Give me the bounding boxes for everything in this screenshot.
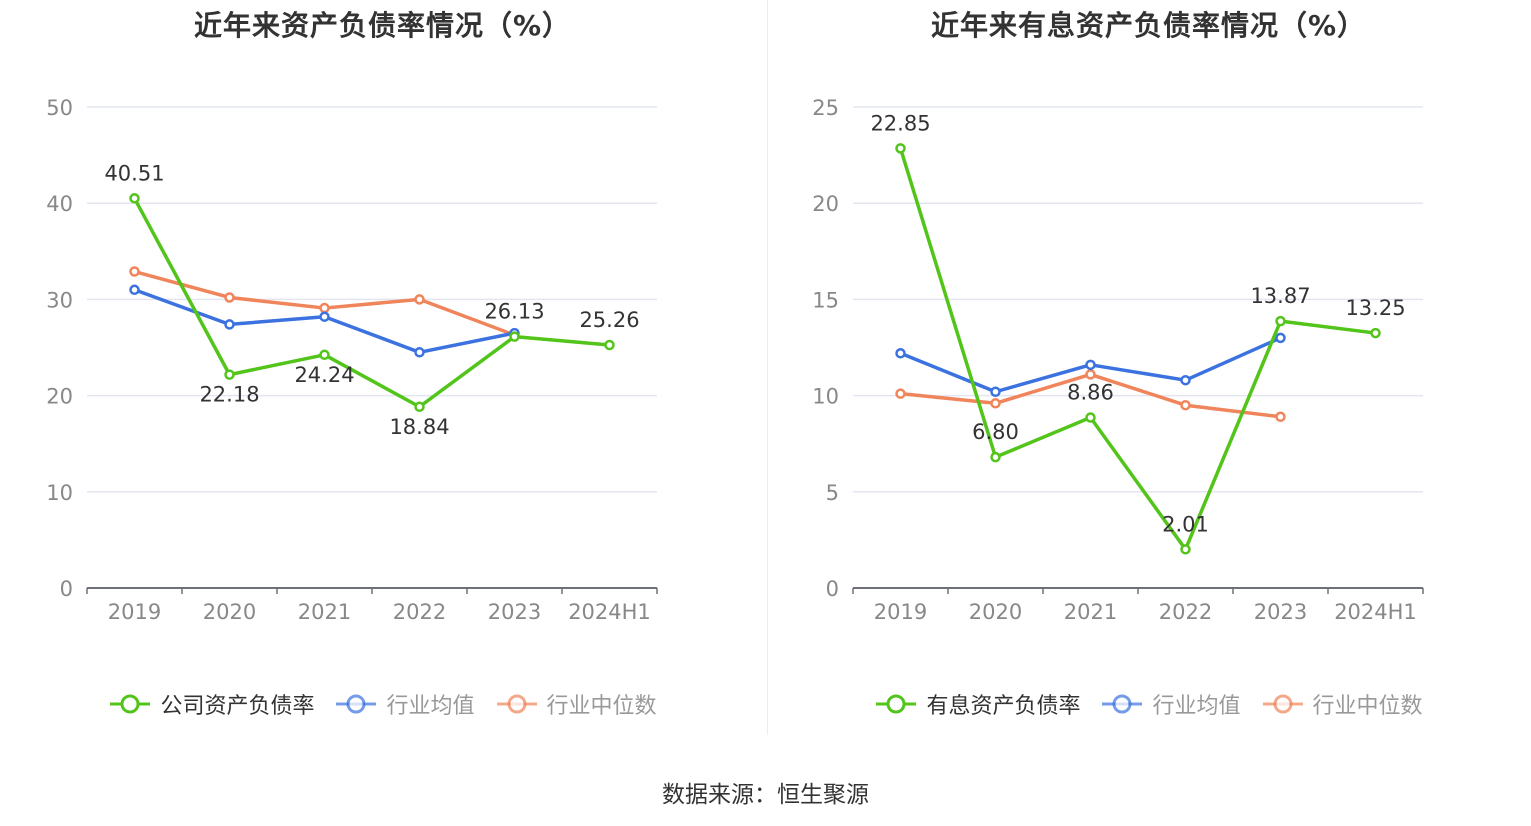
line-chart-interest-bearing: 0 5 10 15 20 25 2019 2020 2021 2022 2023 2024H1 22.8… xyxy=(812,96,1424,624)
data-label: 24.24 xyxy=(294,363,354,387)
y-tick-label: 0 xyxy=(826,577,839,601)
x-tick-label: 2021 xyxy=(1064,600,1117,624)
data-source-note: 数据来源：恒生聚源 xyxy=(662,782,869,808)
series-line xyxy=(132,197,610,409)
y-tick-label: 20 xyxy=(812,192,839,216)
data-point xyxy=(895,143,906,154)
y-tick-label: 0 xyxy=(60,577,73,601)
chart-panel-interest-bearing: 近年来有息资产负债率情况（%） 0 5 10 15 20 25 2019 2020 2021 20… xyxy=(766,0,1531,740)
data-label: 26.13 xyxy=(484,300,544,324)
data-point xyxy=(129,266,140,277)
data-point xyxy=(224,319,235,330)
legend-item[interactable]: 行业均值 xyxy=(1100,688,1241,720)
data-point xyxy=(1085,412,1096,423)
y-tick-label: 5 xyxy=(826,481,839,505)
data-point xyxy=(1180,544,1191,555)
chart-title: 近年来资产负债率情况（%） xyxy=(193,9,572,42)
legend-label: 行业中位数 xyxy=(546,694,657,719)
data-label: 18.84 xyxy=(389,415,449,439)
chart-legend: 有息资产负债率 行业均值 行业中位数 xyxy=(766,688,1531,720)
data-point xyxy=(1085,369,1096,380)
data-point xyxy=(1370,327,1381,339)
data-point xyxy=(319,349,330,361)
data-point xyxy=(224,292,235,303)
data-point xyxy=(414,347,425,358)
data-point xyxy=(1275,332,1286,344)
data-point xyxy=(990,398,1001,409)
data-point xyxy=(1180,374,1191,386)
data-point xyxy=(509,331,520,342)
x-tick-label: 2020 xyxy=(969,600,1022,624)
data-point xyxy=(895,348,906,359)
series-line xyxy=(898,147,1376,552)
x-tick-label: 2019 xyxy=(874,600,927,624)
legend-item[interactable]: 有息资产负债率 xyxy=(874,688,1080,720)
data-point xyxy=(319,302,330,314)
legend-marker-icon xyxy=(876,694,917,714)
x-tick-label: 2021 xyxy=(298,600,351,624)
data-point xyxy=(224,369,235,380)
x-tick-label: 2022 xyxy=(1159,600,1212,624)
x-tick-label: 2020 xyxy=(203,600,256,624)
y-tick-label: 50 xyxy=(46,96,73,120)
data-label: 8.86 xyxy=(1067,381,1114,405)
data-point xyxy=(1275,411,1286,423)
data-label: 25.26 xyxy=(579,308,639,332)
legend-marker-icon xyxy=(496,694,537,714)
y-tick-label: 10 xyxy=(46,481,73,505)
legend-label: 公司资产负债率 xyxy=(160,694,315,719)
y-tick-label: 10 xyxy=(812,385,839,409)
legend-item[interactable]: 行业均值 xyxy=(334,688,475,720)
legend-label: 有息资产负债率 xyxy=(926,694,1081,719)
legend-item[interactable]: 公司资产负债率 xyxy=(108,688,314,720)
data-label: 13.87 xyxy=(1250,284,1310,308)
legend-label: 行业中位数 xyxy=(1312,694,1423,719)
x-tick-label: 2022 xyxy=(393,600,446,624)
panel-divider xyxy=(767,0,768,735)
y-tick-label: 15 xyxy=(812,288,839,312)
data-label: 13.25 xyxy=(1345,296,1405,320)
y-tick-label: 40 xyxy=(46,192,73,216)
x-tick-label: 2023 xyxy=(1254,600,1307,624)
line-chart-asset-liability: 0 10 20 30 40 50 2019 2020 2021 2022 2023 2024H1 40.… xyxy=(46,96,658,624)
y-tick-label: 20 xyxy=(46,385,73,409)
legend-label: 行业均值 xyxy=(386,694,475,719)
data-point xyxy=(129,193,140,204)
legend-marker-icon xyxy=(110,694,151,714)
y-tick-label: 30 xyxy=(46,288,73,312)
x-tick-label: 2019 xyxy=(108,600,161,624)
legend-label: 行业均值 xyxy=(1152,694,1241,719)
legend-marker-icon xyxy=(336,694,377,714)
chart-panel-asset-liability: 近年来资产负债率情况（%） 0 10 20 30 40 50 2019 2020 2021 202… xyxy=(0,0,765,740)
data-label: 40.51 xyxy=(104,161,164,185)
data-point xyxy=(1180,399,1191,411)
data-point xyxy=(990,386,1001,398)
data-point xyxy=(129,284,140,296)
x-tick-label: 2023 xyxy=(488,600,541,624)
x-tick-label: 2024H1 xyxy=(568,600,651,624)
data-point xyxy=(414,401,425,413)
data-point xyxy=(414,294,425,305)
data-point xyxy=(895,388,906,399)
legend-item[interactable]: 行业中位数 xyxy=(495,688,657,720)
legend-marker-icon xyxy=(1102,694,1143,714)
data-point xyxy=(1275,315,1286,327)
data-point xyxy=(604,339,615,351)
data-label: 22.18 xyxy=(199,383,259,407)
chart-legend: 公司资产负债率 行业均值 行业中位数 xyxy=(0,688,765,720)
data-point xyxy=(990,451,1001,463)
data-point xyxy=(319,311,330,322)
legend-marker-icon xyxy=(1262,694,1303,714)
legend-item[interactable]: 行业中位数 xyxy=(1261,688,1423,720)
data-label: 6.80 xyxy=(972,420,1019,444)
x-tick-label: 2024H1 xyxy=(1334,600,1417,624)
data-label: 22.85 xyxy=(870,111,930,135)
data-point xyxy=(1085,359,1096,371)
y-tick-label: 25 xyxy=(812,96,839,120)
chart-title: 近年来有息资产负债率情况（%） xyxy=(930,9,1367,42)
data-label: 2.01 xyxy=(1162,512,1209,536)
